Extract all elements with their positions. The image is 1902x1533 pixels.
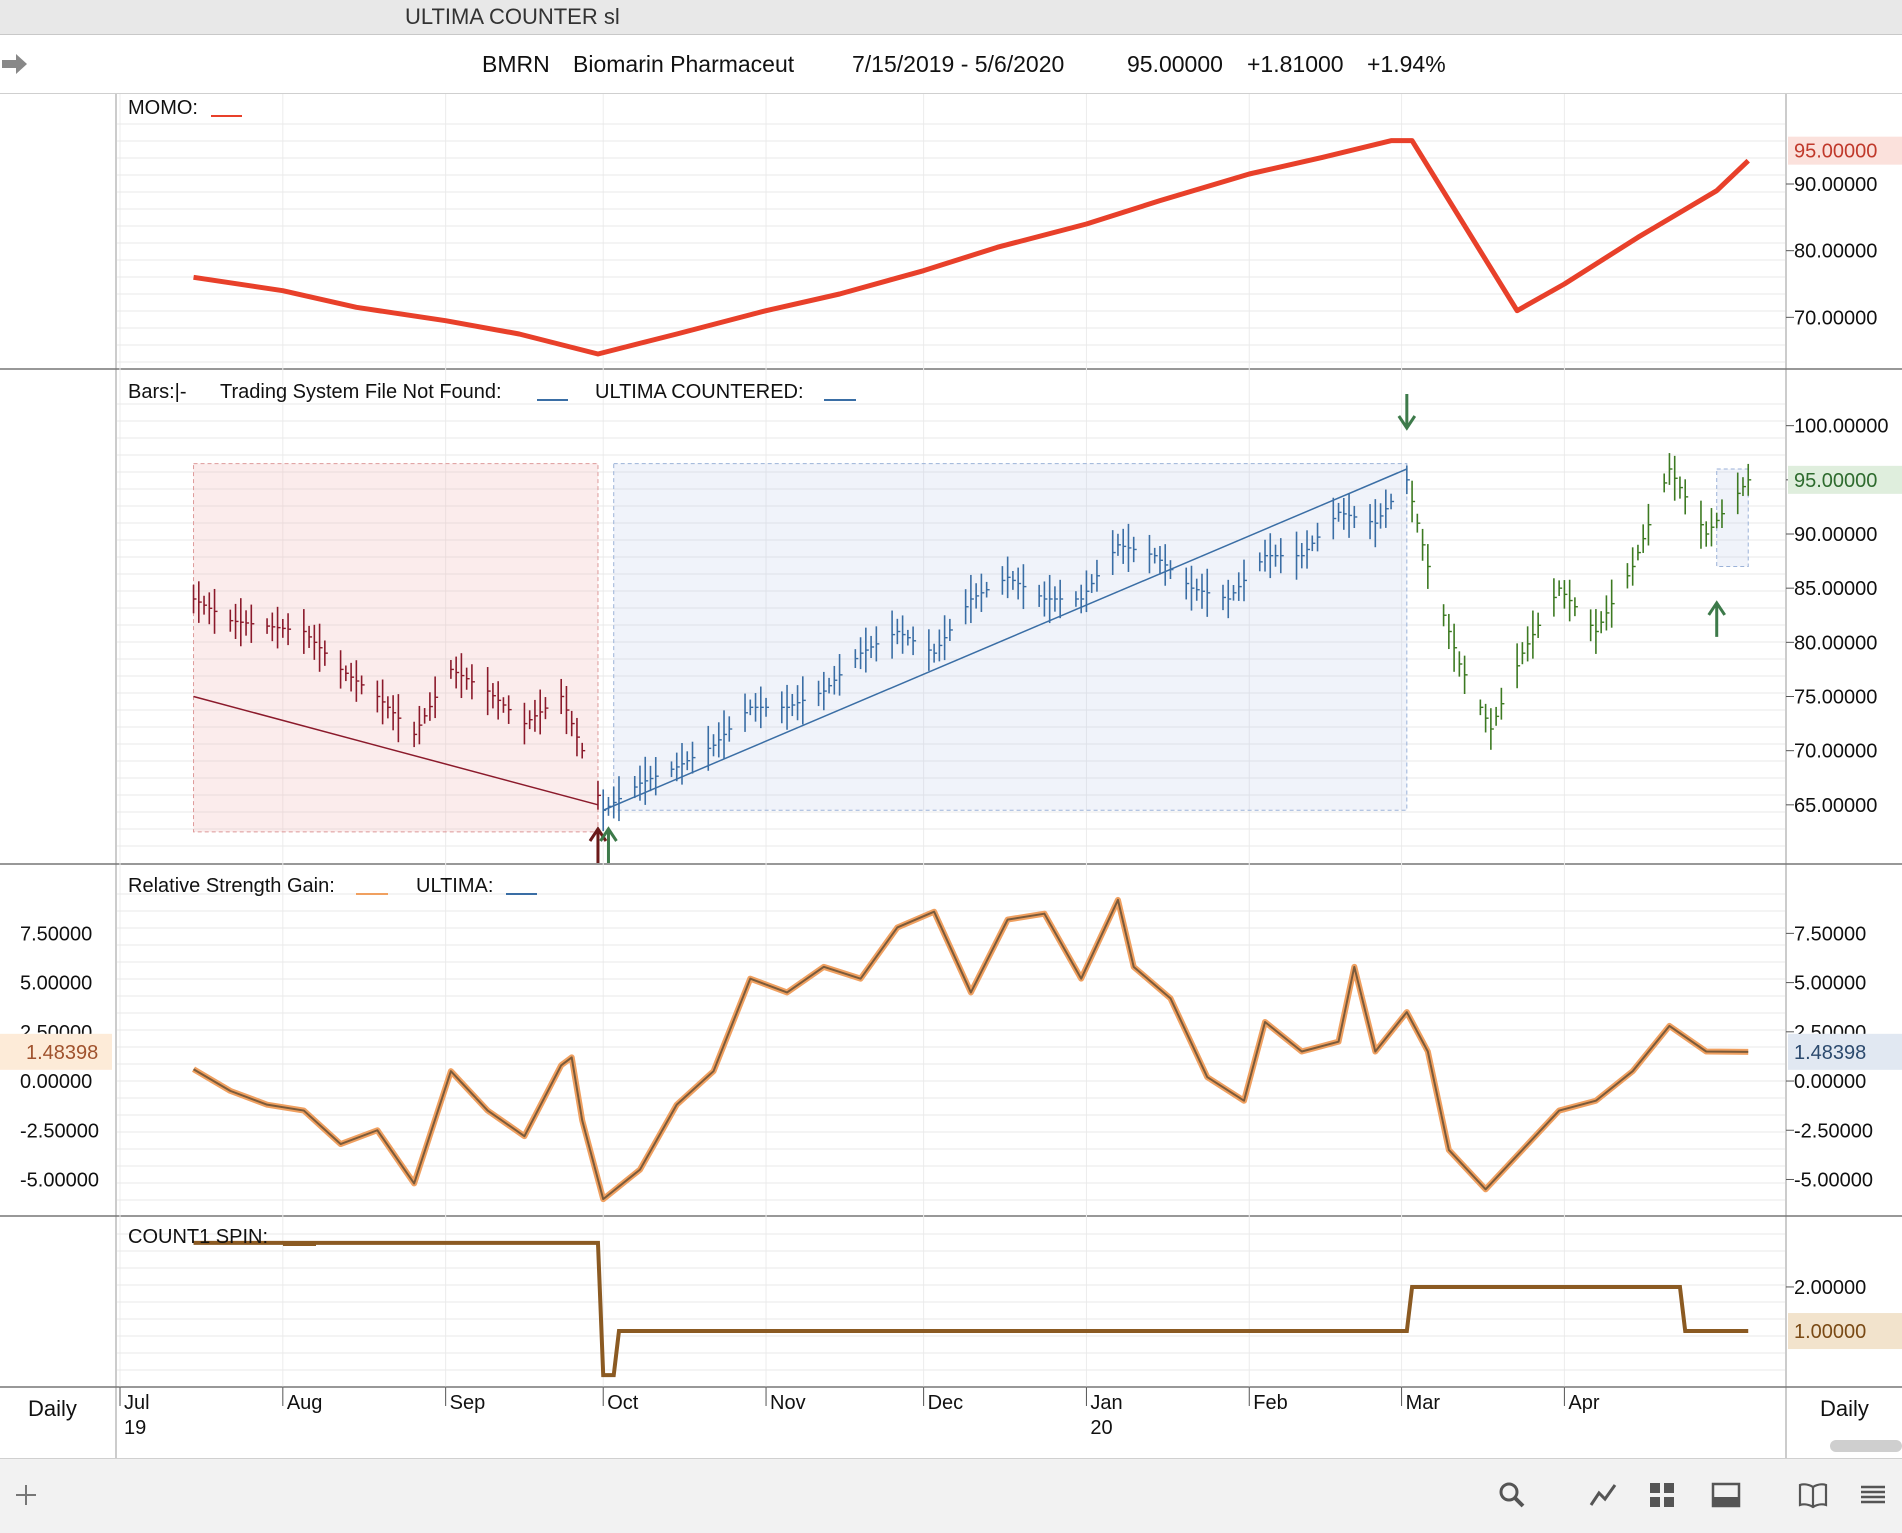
chart-line-icon[interactable] [1587,1479,1619,1511]
search-icon[interactable] [1496,1479,1528,1511]
y-tick-label: -5.00000 [20,1169,99,1191]
y-tick-label: 7.50000 [1794,923,1866,945]
panel-icon[interactable] [1710,1479,1742,1511]
month-tick-label: Feb [1253,1392,1287,1414]
y-tick-label: 75.00000 [1794,687,1877,709]
last-value-box [1788,465,1902,494]
y-tick-label: 7.50000 [20,923,92,945]
last-value-label: 95.00000 [1794,470,1877,492]
month-tick-label: Aug [287,1392,323,1414]
arrow-right-icon[interactable] [0,49,30,79]
y-tick-label: 80.00000 [1794,241,1877,263]
legend-ultima: ULTIMA: [416,875,493,897]
last-value-box [1788,136,1902,165]
down-box [193,463,599,833]
add-icon[interactable] [10,1479,42,1511]
signal-arrow-down [1397,394,1417,431]
timeframe-label-right: Daily [1820,1396,1869,1421]
month-tick-label: Jan [1090,1392,1122,1414]
panel-title: COUNT1 SPIN: [128,1226,268,1248]
trend-line-up [602,468,1408,811]
y-tick-label: 90.00000 [1794,524,1877,546]
last-value-box-left [0,1033,112,1070]
y-tick-label: 90.00000 [1794,174,1877,196]
month-tick-label: Sep [450,1392,486,1414]
y-tick-label: 70.00000 [1794,741,1877,763]
signal-arrow-up [1707,600,1726,637]
security-name: Biomarin Pharmaceut [573,51,795,77]
panel-title: MOMO: [128,97,198,119]
y-tick-label: 65.00000 [1794,795,1877,817]
book-icon[interactable] [1797,1479,1829,1511]
y-tick-label: 5.00000 [1794,973,1866,995]
window-title: ULTIMA COUNTER sl [405,4,620,29]
chart-area[interactable]: Jul Aug Sep Oct Nov Dec Jan Feb Mar Apr 19 20 Daily D… [0,94,1902,1458]
y-tick-label: 100.00000 [1794,416,1889,438]
y-tick-label: 85.00000 [1794,578,1877,600]
y-tick-label: 0.00000 [20,1071,92,1093]
legend-trading-system: Trading System File Not Found: [220,381,502,403]
month-tick-label: Oct [607,1392,639,1414]
legend-rsg: Relative Strength Gain: [128,875,335,897]
bottom-toolbar [0,1458,1902,1533]
price-change-pct: +1.94% [1367,51,1446,77]
momo-line [193,138,1750,357]
signal-arrow-up [599,826,618,863]
y-tick-label: 5.00000 [20,973,92,995]
legend-bars: Bars:|- [128,381,187,403]
timeframe-label-left: Daily [28,1396,77,1421]
month-tick-label: Apr [1568,1392,1599,1414]
y-tick-label: -2.50000 [20,1120,99,1142]
y-tick-label: 70.00000 [1794,307,1877,329]
month-tick-label: Nov [770,1392,806,1414]
window-titlebar: ULTIMA COUNTER sl [0,0,1902,35]
price-change: +1.81000 [1247,51,1344,77]
month-tick-label: Dec [928,1392,964,1414]
last-value-label: 1.00000 [1794,1321,1866,1343]
last-value-label-right: 1.48398 [1794,1042,1866,1064]
y-tick-label: -2.50000 [1794,1120,1873,1142]
y-tick-label: -5.00000 [1794,1169,1873,1191]
symbol: BMRN [482,51,550,77]
legend-ultima-countered: ULTIMA COUNTERED: [595,381,804,403]
grid-icon[interactable] [1646,1479,1678,1511]
last-value-box [1788,1313,1902,1350]
last-price: 95.00000 [1127,51,1223,77]
y-tick-label: 80.00000 [1794,632,1877,654]
security-info-bar: BMRN Biomarin Pharmaceut 7/15/2019 - 5/6… [0,35,1902,94]
month-tick-label: Jul [124,1392,150,1414]
horizontal-scrollbar[interactable] [1830,1440,1902,1452]
month-tick-label: Mar [1406,1392,1441,1414]
rsg-line-inner [193,898,1749,1201]
year-tick-label: 20 [1090,1417,1112,1439]
last-value-label: 95.00000 [1794,141,1877,163]
date-range: 7/15/2019 - 5/6/2020 [852,51,1065,77]
year-tick-label: 19 [124,1417,146,1439]
y-tick-label: 0.00000 [1794,1071,1866,1093]
menu-icon[interactable] [1857,1479,1889,1511]
last-value-label-left: 1.48398 [26,1042,98,1064]
y-tick-label: 2.00000 [1794,1277,1866,1299]
trend-line-down [193,695,599,806]
last-value-box-right [1788,1033,1902,1070]
count1-spin-line [193,1240,1749,1378]
